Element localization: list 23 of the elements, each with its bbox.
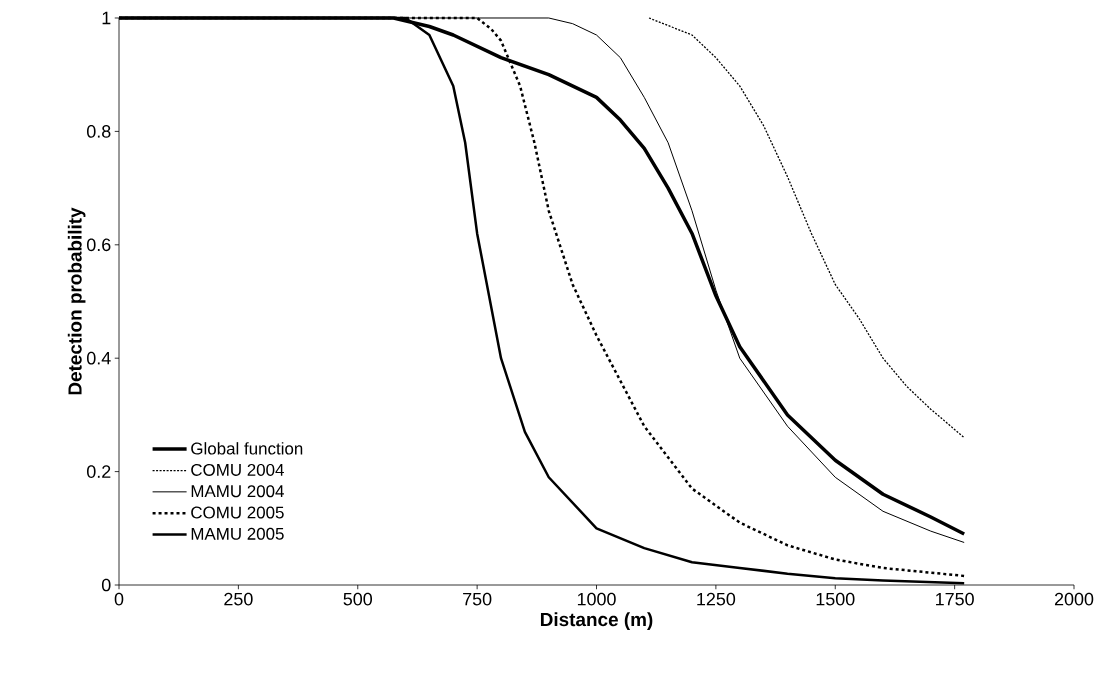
y-tick-label: 1 (102, 11, 111, 25)
legend-label: COMU 2004 (191, 463, 284, 476)
y-tick-label: 0.4 (87, 351, 111, 365)
x-tick-label: 1750 (936, 592, 974, 606)
legend-label: COMU 2005 (191, 506, 284, 519)
x-tick-label: 500 (343, 592, 373, 606)
x-tick-label: 750 (463, 592, 492, 606)
x-tick-label: 1500 (816, 592, 855, 606)
x-tick-label: 1000 (577, 592, 616, 606)
line-series (648, 17, 965, 439)
legend-label: Global function (191, 442, 303, 455)
x-tick-label: 1250 (697, 592, 736, 606)
y-tick-label: 0.8 (87, 125, 111, 138)
x-tick-label: 0 (114, 592, 124, 606)
x-tick-label: 2000 (1054, 592, 1094, 606)
x-axis-title: Distance (m) (540, 612, 653, 630)
x-tick-label: 250 (224, 592, 253, 606)
y-tick-label: 0.2 (87, 465, 111, 478)
legend-label: MAMU 2004 (191, 485, 284, 498)
legend-label: MAMU 2005 (191, 527, 284, 540)
y-tick-label: 0 (101, 578, 111, 592)
y-axis-title: Detection probability (67, 207, 86, 395)
y-tick-label: 0.6 (87, 238, 111, 252)
